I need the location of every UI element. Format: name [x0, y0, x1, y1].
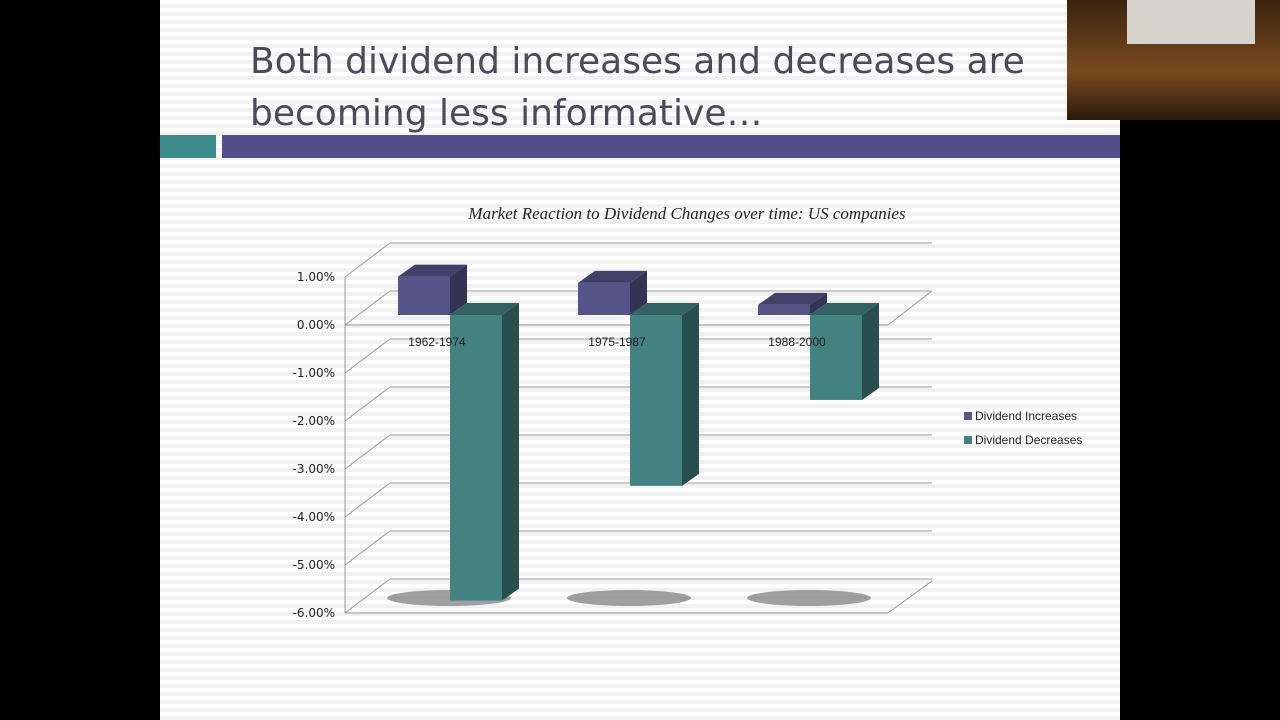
bar-top: [578, 270, 647, 283]
bar-side: [862, 303, 879, 400]
gridline-depth: [344, 434, 391, 470]
y-tick-label: -2.00%: [293, 414, 335, 428]
title-line-1: Both dividend increases and decreases ar…: [250, 41, 1025, 82]
gridline-depth: [344, 290, 391, 326]
bar-side: [502, 303, 519, 601]
legend-swatch: [964, 436, 972, 444]
x-tick-label: 1988-2000: [768, 335, 826, 349]
chart-title: Market Reaction to Dividend Changes over…: [467, 204, 906, 223]
y-tick-label: 1.00%: [297, 270, 335, 284]
bar-shadow: [747, 590, 871, 606]
y-tick-label: -4.00%: [293, 510, 335, 524]
bar-side: [810, 292, 827, 315]
bar-top: [450, 303, 519, 315]
y-tick-label: -1.00%: [293, 366, 335, 380]
title-line-2: becoming less informative…: [250, 93, 763, 134]
gridline-depth: [344, 242, 391, 278]
gridline-depth: [344, 578, 391, 614]
legend-label: Dividend Decreases: [975, 433, 1082, 447]
x-tick-label: 1962-1974: [408, 335, 466, 349]
y-tick-label: -5.00%: [293, 558, 335, 572]
bar-dividend-decreases: [450, 315, 502, 601]
legend-swatch: [964, 412, 972, 420]
accent-bar-teal: [160, 135, 216, 158]
bar-shadow: [567, 590, 691, 606]
floor-side: [887, 580, 933, 614]
bar-dividend-decreases: [630, 315, 682, 486]
bar-side: [630, 270, 647, 315]
bar-side: [682, 303, 699, 486]
legend-label: Dividend Increases: [975, 409, 1077, 423]
gridline-depth: [344, 482, 391, 518]
bar-side: [450, 264, 467, 315]
x-tick-label: 1975-1987: [588, 335, 646, 349]
bar-top: [630, 303, 699, 315]
y-tick-label: -6.00%: [293, 606, 335, 620]
projector-screen: [1127, 0, 1255, 44]
gridline-depth: [344, 338, 391, 374]
bar-top: [398, 264, 467, 277]
bar-top: [810, 303, 879, 315]
bar-top: [758, 292, 827, 305]
bar-dividend-increases: [578, 282, 630, 315]
speaker-video-inset: [1067, 0, 1280, 120]
gridline-depth: [344, 386, 391, 422]
slide-title: Both dividend increases and decreases ar…: [250, 36, 1025, 140]
y-tick-label: -3.00%: [293, 462, 335, 476]
zero-axis-depth: [887, 290, 933, 326]
gridline-depth: [344, 530, 391, 566]
y-tick-label: 0.00%: [297, 318, 335, 332]
bar-dividend-increases: [758, 304, 810, 315]
bar-dividend-decreases: [810, 315, 862, 400]
accent-bar-purple: [222, 135, 1120, 158]
bar-dividend-increases: [398, 276, 450, 315]
